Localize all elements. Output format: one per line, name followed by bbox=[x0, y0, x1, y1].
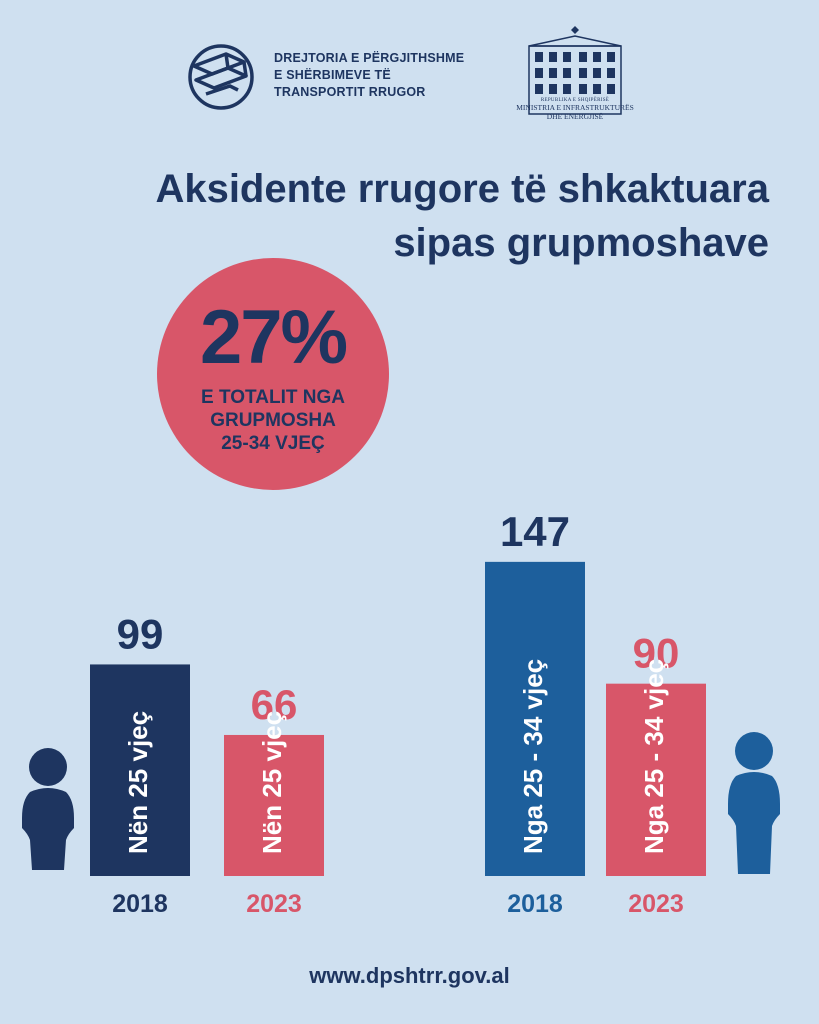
year-tick-label: 2023 bbox=[628, 890, 684, 918]
bar-category-label: Nën 25 vjeç bbox=[257, 711, 287, 854]
bar-value-label: 147 bbox=[500, 508, 570, 555]
badge-caption-line: GRUPMOSHA bbox=[210, 410, 336, 431]
bar-category-label: Nga 25 - 34 vjeç bbox=[639, 659, 669, 854]
title-line: Aksidente rrugore të shkaktuara bbox=[155, 167, 769, 211]
bar bbox=[224, 734, 324, 876]
year-tick-label: 2018 bbox=[507, 890, 563, 918]
page-title: Aksidente rrugore të shkaktuara sipas gr… bbox=[29, 162, 769, 270]
ministry-name-line: DHE ENERGJISË bbox=[546, 112, 604, 121]
dpshtrr-logo-icon bbox=[188, 44, 254, 110]
person-icon bbox=[22, 748, 74, 870]
badge-caption: E TOTALIT NGA GRUPMOSHA 25-34 VJEÇ bbox=[157, 386, 389, 455]
badge-value: 27% bbox=[199, 295, 348, 380]
year-tick-label: 2018 bbox=[112, 890, 168, 918]
badge-caption-line: 25-34 VJEÇ bbox=[221, 433, 325, 454]
title-line: sipas grupmoshave bbox=[393, 221, 769, 265]
org-name-line: DREJTORIA E PËRGJITHSHME bbox=[274, 51, 465, 65]
ministry-name-line: MINISTRIA E INFRASTRUKTURËS bbox=[516, 103, 634, 112]
bar-value-label: 66 bbox=[251, 681, 298, 728]
ministry-republic-label: REPUBLIKA E SHQIPËRISË bbox=[540, 98, 610, 103]
bar bbox=[606, 683, 706, 876]
bar bbox=[485, 561, 585, 876]
ministry-building-icon bbox=[528, 26, 622, 115]
footer-url[interactable]: www.dpshtrr.gov.al bbox=[309, 963, 510, 988]
bar-value-label: 99 bbox=[117, 610, 164, 657]
percentage-badge: 27% E TOTALIT NGA GRUPMOSHA 25-34 VJEÇ bbox=[157, 258, 389, 490]
ministry-name: MINISTRIA E INFRASTRUKTURËS DHE ENERGJIS… bbox=[505, 103, 645, 121]
bar-category-label: Nën 25 vjeç bbox=[123, 711, 153, 854]
org-name-line: TRANSPORTIT RRUGOR bbox=[274, 85, 426, 99]
bar-value-label: 90 bbox=[633, 630, 680, 677]
org-name-line: E SHËRBIMEVE TË bbox=[274, 68, 391, 82]
person-icon bbox=[728, 732, 780, 874]
bar bbox=[90, 664, 190, 876]
org-name: DREJTORIA E PËRGJITHSHME E SHËRBIMEVE TË… bbox=[274, 50, 494, 101]
badge-caption-line: E TOTALIT NGA bbox=[201, 387, 345, 408]
year-tick-label: 2023 bbox=[246, 890, 302, 918]
bar-category-label: Nga 25 - 34 vjeç bbox=[518, 659, 548, 854]
